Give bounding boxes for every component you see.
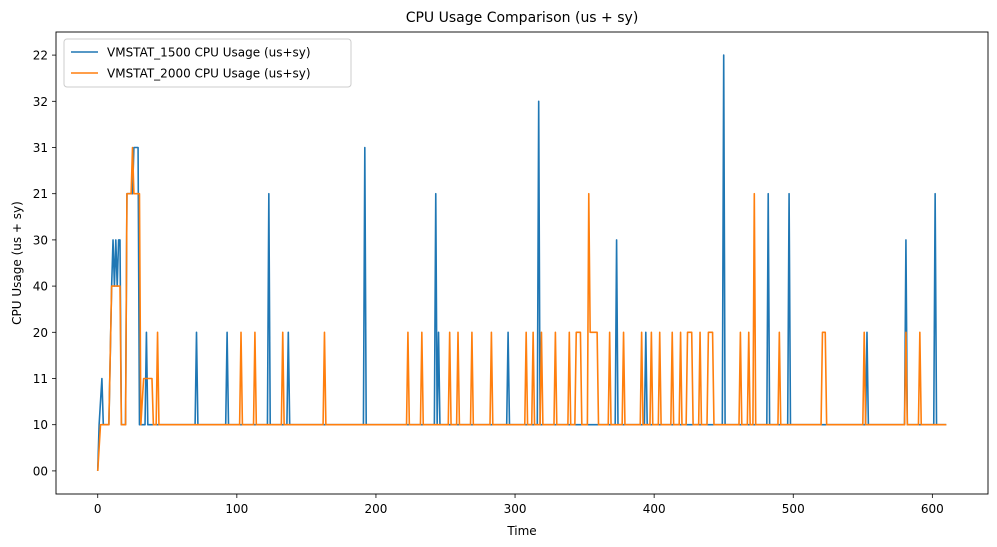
chart-title: CPU Usage Comparison (us + sy): [406, 10, 639, 26]
y-axis-label: CPU Usage (us + sy): [10, 201, 24, 325]
x-tick-label: 500: [782, 502, 805, 516]
x-axis: 0 100 200 300 400 500 600: [94, 494, 944, 516]
x-tick-label: 400: [643, 502, 666, 516]
y-tick-label: 22: [33, 49, 48, 63]
y-tick-label: 00: [33, 464, 48, 478]
legend: VMSTAT_1500 CPU Usage (us+sy) VMSTAT_2000…: [63, 38, 352, 88]
x-axis-label: Time: [506, 524, 536, 538]
y-tick-label: 32: [33, 95, 48, 109]
series-line-1: [96, 54, 947, 471]
y-axis: 00 10 11 20 40 30 21 31 32 22: [33, 49, 56, 478]
x-tick-label: 200: [364, 502, 387, 516]
plot-area: [96, 54, 947, 471]
y-tick-label: 20: [33, 326, 48, 340]
series-line-2: [96, 146, 947, 471]
x-tick-label: 600: [921, 502, 944, 516]
plot-frame: [55, 31, 989, 495]
x-tick-label: 0: [94, 502, 102, 516]
x-tick-label: 300: [504, 502, 527, 516]
x-tick-label: 100: [225, 502, 248, 516]
legend-label-2: VMSTAT_2000 CPU Usage (us+sy): [107, 67, 311, 81]
y-tick-label: 30: [33, 233, 48, 247]
y-tick-label: 40: [33, 280, 48, 294]
y-tick-label: 10: [33, 418, 48, 432]
legend-box: [63, 38, 352, 88]
y-tick-label: 11: [33, 372, 48, 386]
legend-label-1: VMSTAT_1500 CPU Usage (us+sy): [107, 46, 311, 60]
y-tick-label: 31: [33, 141, 48, 155]
y-tick-label: 21: [33, 187, 48, 201]
